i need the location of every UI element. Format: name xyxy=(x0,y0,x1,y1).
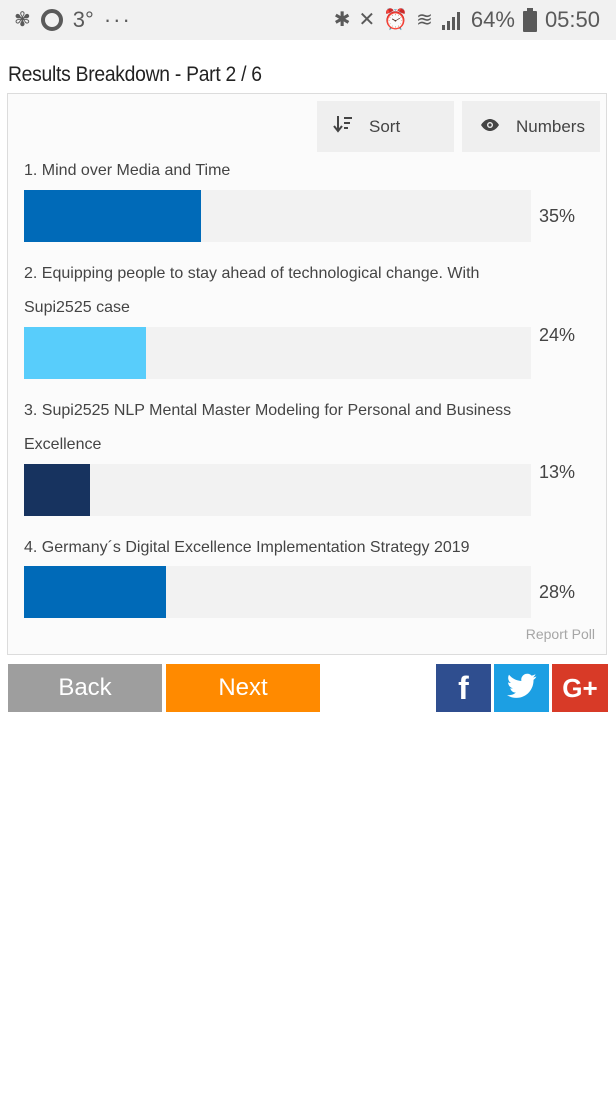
facebook-icon: f xyxy=(458,669,469,706)
report-poll-link[interactable]: Report Poll xyxy=(525,626,595,642)
signal-icon xyxy=(441,9,463,31)
result-bar xyxy=(24,190,531,242)
battery-icon xyxy=(522,8,537,32)
option-label: 3. Supi2525 NLP Mental Master Modeling f… xyxy=(24,402,512,453)
result-percent: 35% xyxy=(539,206,576,226)
numbers-button[interactable]: Numbers xyxy=(462,101,600,152)
status-bar: ✾ 3° ··· ✱ ✕ ⏰ ≋ 64% 05:50 xyxy=(0,0,616,40)
option-label: 2. Equipping people to stay ahead of tec… xyxy=(24,265,480,316)
back-button[interactable]: Back xyxy=(8,664,162,712)
ring-icon xyxy=(40,9,63,31)
page-title: Results Breakdown - Part 2 / 6 xyxy=(8,63,262,86)
bluetooth-icon: ✱ xyxy=(333,9,351,31)
result-bar xyxy=(24,464,531,516)
alarm-icon: ⏰ xyxy=(383,9,409,31)
temperature: 3° xyxy=(72,7,94,32)
google-plus-icon: G+ xyxy=(562,672,598,703)
sort-icon xyxy=(333,114,353,139)
next-button[interactable]: Next xyxy=(166,664,320,712)
result-bar-fill xyxy=(24,190,202,242)
result-bar xyxy=(24,566,531,618)
twitter-icon xyxy=(506,673,537,704)
result-percent: 24% xyxy=(539,325,576,345)
numbers-label: Numbers xyxy=(516,116,585,136)
fan-icon: ✾ xyxy=(14,9,31,31)
battery-percent: 64% xyxy=(470,7,515,32)
option-label: 4. Germany´s Digital Excellence Implemen… xyxy=(24,539,470,556)
results-card: Sort Numbers 1. Mind over Media and Time… xyxy=(7,93,607,655)
option-label: 1. Mind over Media and Time xyxy=(24,162,231,179)
twitter-share-button[interactable] xyxy=(494,664,549,712)
eye-icon xyxy=(480,117,500,137)
sort-label: Sort xyxy=(369,116,401,136)
result-percent: 28% xyxy=(539,582,576,602)
sort-button[interactable]: Sort xyxy=(317,101,454,152)
result-bar-fill xyxy=(24,327,146,379)
clock: 05:50 xyxy=(544,7,600,32)
result-bar xyxy=(24,327,531,379)
result-bar-fill xyxy=(24,464,90,516)
facebook-share-button[interactable]: f xyxy=(436,664,491,712)
result-bar-fill xyxy=(24,566,166,618)
wifi-icon: ≋ xyxy=(416,9,433,31)
result-percent: 13% xyxy=(539,462,576,482)
more-icon: ··· xyxy=(103,7,132,32)
mute-icon: ✕ xyxy=(358,9,376,31)
google-plus-share-button[interactable]: G+ xyxy=(552,664,608,712)
